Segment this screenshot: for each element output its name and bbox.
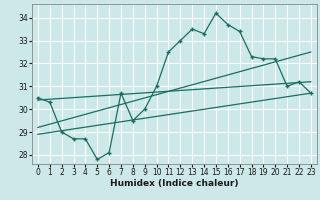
X-axis label: Humidex (Indice chaleur): Humidex (Indice chaleur): [110, 179, 239, 188]
